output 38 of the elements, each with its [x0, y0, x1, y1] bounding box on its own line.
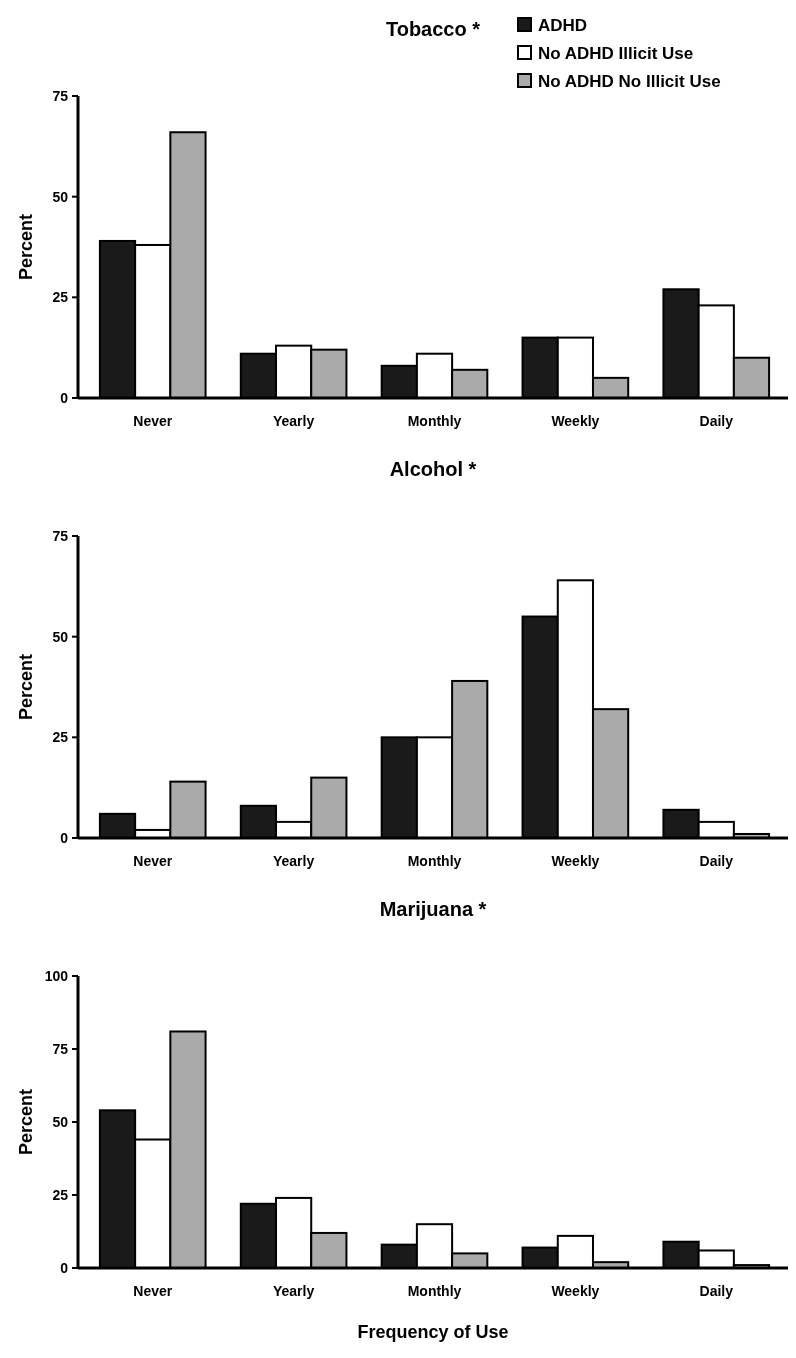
- y-tick-label: 75: [52, 527, 69, 544]
- y-tick-label: 75: [52, 87, 69, 104]
- x-tick-label: Yearly: [272, 853, 315, 869]
- y-axis-title: Percent: [16, 1088, 36, 1156]
- x-tick-label: Monthly: [407, 413, 462, 429]
- y-tick-label: 25: [52, 729, 69, 746]
- y-tick-label: 25: [52, 1186, 69, 1203]
- x-tick-label: Never: [133, 413, 173, 429]
- x-tick-label: Monthly: [407, 1283, 462, 1299]
- y-tick-label: 100: [44, 967, 69, 984]
- x-tick-label: Weekly: [551, 1283, 600, 1299]
- x-tick-label: Yearly: [272, 1283, 315, 1299]
- x-tick-label: Weekly: [551, 853, 600, 869]
- x-tick-label: Weekly: [551, 413, 600, 429]
- legend-label: No ADHD Illicit Use: [538, 43, 694, 63]
- y-tick-label: 50: [52, 1113, 69, 1130]
- x-tick-label: Daily: [699, 413, 734, 429]
- y-tick-label: 0: [60, 389, 69, 406]
- chart-title: Marijuana *: [379, 898, 487, 920]
- x-tick-label: Monthly: [407, 853, 462, 869]
- y-tick-label: 75: [52, 1040, 69, 1057]
- y-axis-title: Percent: [16, 653, 36, 721]
- chart-title: Alcohol *: [389, 458, 477, 480]
- legend-label: ADHD: [538, 15, 588, 35]
- x-tick-label: Never: [133, 853, 173, 869]
- y-axis-title: Percent: [16, 213, 36, 281]
- y-tick-label: 0: [60, 829, 69, 846]
- chart-title: Tobacco *: [385, 18, 481, 40]
- y-tick-label: 0: [60, 1259, 69, 1276]
- x-tick-label: Daily: [699, 1283, 734, 1299]
- y-tick-label: 50: [52, 188, 69, 205]
- x-tick-label: Yearly: [272, 413, 315, 429]
- y-tick-label: 50: [52, 628, 69, 645]
- x-tick-label: Daily: [699, 853, 734, 869]
- y-tick-label: 25: [52, 289, 69, 306]
- legend-label: No ADHD No Illicit Use: [538, 71, 721, 91]
- x-tick-label: Never: [133, 1283, 173, 1299]
- x-axis-title: Frequency of Use: [357, 1322, 509, 1342]
